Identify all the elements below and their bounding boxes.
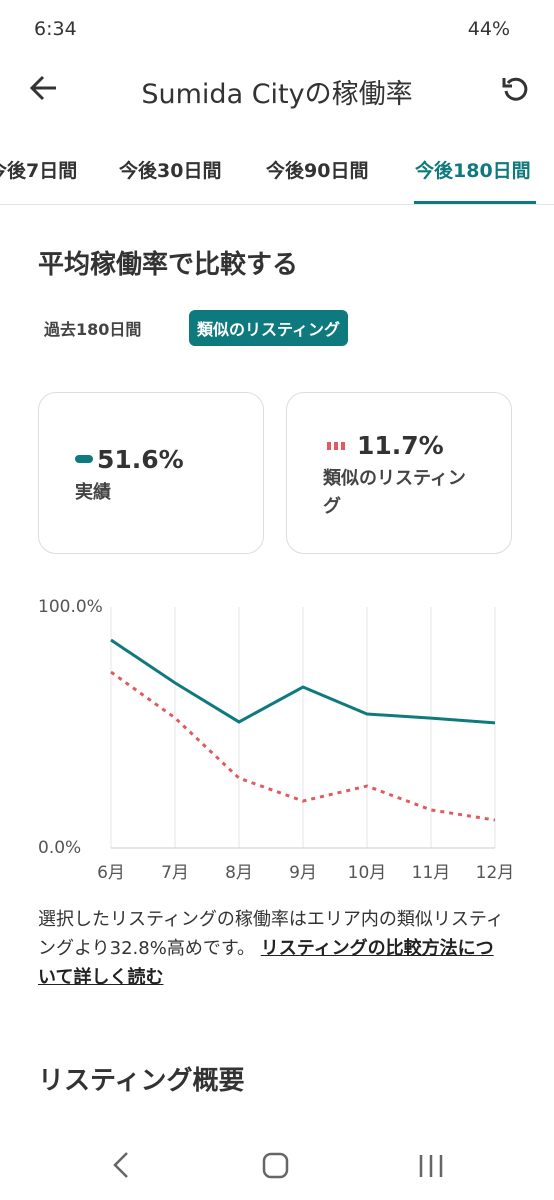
- divider: [0, 204, 554, 205]
- legend-swatch: [75, 455, 93, 463]
- swatch-dash: [334, 442, 338, 450]
- stat-value: 11.7%: [357, 431, 444, 460]
- status-time: 6:34: [34, 18, 77, 40]
- nav-recents[interactable]: [419, 1155, 443, 1177]
- section-title: 平均稼働率で比較する: [38, 250, 299, 280]
- toggle[interactable]: 過去180日間: [44, 320, 142, 339]
- stat-value: 51.6%: [97, 445, 184, 474]
- x-tick-label: 9月: [289, 863, 317, 883]
- series-line: [110, 638, 496, 725]
- swatch-dash: [341, 442, 345, 450]
- stat-card: 11.7% 類似のリスティング: [286, 392, 512, 554]
- refresh-button[interactable]: [500, 74, 530, 104]
- nav-home[interactable]: [262, 1152, 289, 1179]
- description-text: 選択したリスティングの稼働率はエリア内の類似リスティングより32.8%高めです。: [38, 909, 504, 959]
- back-button[interactable]: [28, 72, 60, 104]
- y-tick-label: 0.0%: [38, 838, 81, 858]
- swatch-dash: [327, 442, 331, 450]
- page-title: Sumida Cityの稼働率: [141, 79, 413, 110]
- line-chart: 0.0% 100.0% 6月 7月 8月 9月 10月 11月 12月: [38, 597, 515, 883]
- tab[interactable]: 今後30日間: [119, 160, 222, 182]
- tab[interactable]: 今後90日間: [266, 160, 369, 182]
- section-title: リスティング概要: [38, 1066, 245, 1096]
- x-tick-label: 6月: [97, 863, 125, 883]
- x-tick-label: 7月: [161, 863, 189, 883]
- y-tick-label: 100.0%: [38, 597, 103, 617]
- tab[interactable]: 今後180日間: [415, 160, 531, 182]
- stat-label: 類似のリスティング: [323, 468, 466, 517]
- x-tick-label: 10月: [348, 863, 387, 883]
- learn-more-link[interactable]: リスティングの比較方法について詳しく読む: [38, 938, 494, 988]
- tab-indicator: [414, 201, 536, 204]
- x-tick-label: 12月: [476, 863, 515, 883]
- legend-swatch: [327, 442, 345, 450]
- description: 選択したリスティングの稼働率はエリア内の類似リスティングより32.8%高めです。…: [38, 905, 508, 992]
- nav-back[interactable]: [113, 1152, 128, 1178]
- toggle[interactable]: 類似のリスティング: [189, 310, 349, 346]
- nav-bar: [113, 1152, 443, 1179]
- stat-card: 51.6% 実績: [38, 392, 264, 554]
- tab[interactable]: 今後7日間: [0, 160, 78, 182]
- battery: 44%: [467, 18, 510, 40]
- stat-label: 実績: [75, 482, 111, 503]
- series-line: [110, 670, 496, 822]
- x-tick-label: 11月: [412, 863, 451, 883]
- x-tick-label: 8月: [225, 863, 253, 883]
